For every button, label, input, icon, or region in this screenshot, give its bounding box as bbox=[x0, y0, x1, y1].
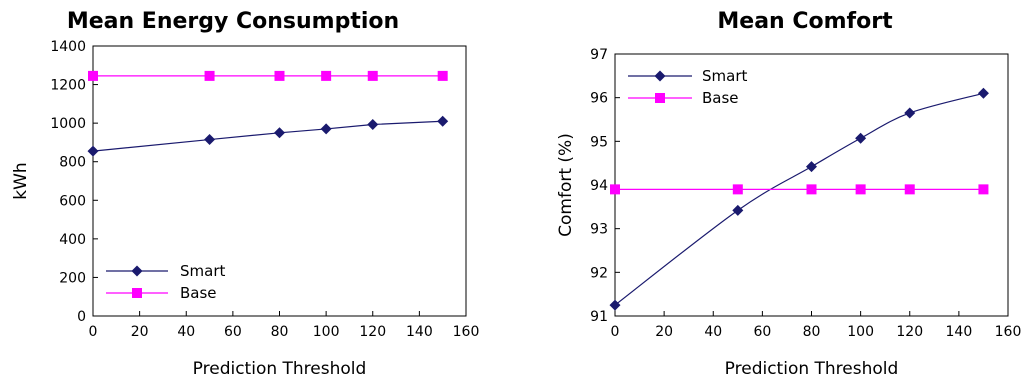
energy-series-base-point bbox=[204, 70, 215, 81]
comfort-series-smart-point bbox=[855, 132, 867, 144]
energy-series-smart-point bbox=[204, 134, 216, 146]
comfort-y-tick-label: 97 bbox=[590, 47, 608, 63]
energy-y-tick-label: 200 bbox=[59, 270, 86, 286]
energy-x-axis-label: Prediction Threshold bbox=[193, 359, 367, 379]
energy-y-tick-label: 1200 bbox=[50, 78, 86, 94]
energy-y-tick-label: 600 bbox=[59, 193, 86, 209]
comfort-chart: Mean Comfort 0 20 40 60 80 100 120 140 160 91 92 93 9… bbox=[556, 9, 1021, 379]
energy-y-axis-label: kWh bbox=[11, 162, 31, 199]
energy-x-tick-label: 60 bbox=[224, 324, 242, 340]
comfort-y-tick-label: 94 bbox=[590, 178, 608, 194]
comfort-x-tick-label: 120 bbox=[896, 324, 923, 340]
comfort-series-base-point bbox=[806, 184, 817, 195]
energy-legend-base-label: Base bbox=[180, 284, 217, 302]
comfort-series-smart-point bbox=[609, 299, 621, 311]
energy-series-smart-line bbox=[92, 120, 443, 152]
energy-series-smart-point bbox=[274, 127, 285, 139]
comfort-series-base-point bbox=[610, 184, 620, 195]
energy-legend-smart-marker bbox=[131, 265, 143, 277]
energy-chart-title: Mean Energy Consumption bbox=[67, 9, 399, 34]
energy-x-tick-label: 80 bbox=[271, 324, 289, 340]
comfort-y-tick-label: 96 bbox=[590, 91, 608, 107]
energy-legend-smart-label: Smart bbox=[180, 262, 225, 280]
energy-chart: Mean Energy Consumption 0 20 40 60 80 100 120 14… bbox=[11, 9, 479, 379]
energy-series-base-point bbox=[88, 70, 98, 81]
comfort-x-axis-label: Prediction Threshold bbox=[725, 359, 899, 379]
energy-y-tick-label: 800 bbox=[59, 155, 86, 171]
comfort-legend-smart-marker bbox=[654, 70, 666, 82]
energy-y-tick-label: 1400 bbox=[50, 39, 86, 55]
comfort-x-tick-label: 80 bbox=[803, 324, 821, 340]
comfort-series-smart-point bbox=[732, 204, 744, 216]
energy-x-tick-label: 140 bbox=[406, 324, 433, 340]
comfort-x-tick-label: 140 bbox=[946, 324, 973, 340]
comfort-y-tick-label: 95 bbox=[590, 134, 608, 150]
energy-y-tick-label: 400 bbox=[59, 232, 86, 248]
comfort-legend-base-label: Base bbox=[702, 89, 739, 107]
comfort-x-tick-label: 0 bbox=[611, 324, 620, 340]
energy-x-tick-label: 100 bbox=[313, 324, 340, 340]
energy-series-smart-point bbox=[367, 118, 379, 130]
comfort-x-tick-label: 60 bbox=[753, 324, 771, 340]
energy-series-base-point bbox=[274, 70, 285, 81]
comfort-x-tick-label: 100 bbox=[847, 324, 874, 340]
comfort-series-smart-point bbox=[904, 107, 916, 119]
comfort-x-tick-label: 40 bbox=[704, 324, 722, 340]
comfort-chart-title: Mean Comfort bbox=[717, 9, 893, 34]
energy-series-smart-point bbox=[87, 145, 99, 157]
energy-x-tick-label: 120 bbox=[359, 324, 386, 340]
energy-series-smart-point bbox=[437, 115, 449, 127]
energy-x-tick-label: 160 bbox=[453, 324, 480, 340]
energy-plot-frame bbox=[92, 45, 467, 317]
comfort-series-base-point bbox=[904, 184, 915, 195]
energy-series-base-point bbox=[367, 70, 378, 81]
energy-series-smart-point bbox=[320, 123, 332, 135]
comfort-y-tick-label: 91 bbox=[590, 309, 608, 325]
energy-y-tick-label: 1000 bbox=[50, 116, 86, 132]
energy-x-tick-label: 40 bbox=[177, 324, 195, 340]
comfort-series-smart-point bbox=[977, 87, 989, 99]
energy-x-tick-label: 0 bbox=[89, 324, 98, 340]
energy-series-base-point bbox=[321, 70, 332, 81]
comfort-y-tick-label: 92 bbox=[590, 265, 608, 281]
comfort-y-axis-label: Comfort (%) bbox=[556, 133, 576, 237]
comfort-series-base-point bbox=[732, 184, 743, 195]
energy-x-tick-label: 20 bbox=[131, 324, 149, 340]
comfort-x-tick-label: 20 bbox=[655, 324, 673, 340]
comfort-y-tick-label: 93 bbox=[590, 222, 608, 238]
energy-legend-base-marker bbox=[132, 288, 142, 298]
comfort-legend-smart-label: Smart bbox=[702, 67, 747, 85]
comfort-series-smart-point bbox=[806, 161, 817, 173]
comfort-series-smart-line bbox=[614, 92, 984, 306]
comfort-series-base-point bbox=[855, 184, 866, 195]
energy-y-tick-label: 0 bbox=[77, 309, 86, 325]
comfort-x-tick-label: 160 bbox=[995, 324, 1022, 340]
comfort-legend-base-marker bbox=[655, 93, 665, 103]
energy-series-base-point bbox=[437, 70, 448, 81]
comfort-series-base-point bbox=[978, 184, 989, 195]
